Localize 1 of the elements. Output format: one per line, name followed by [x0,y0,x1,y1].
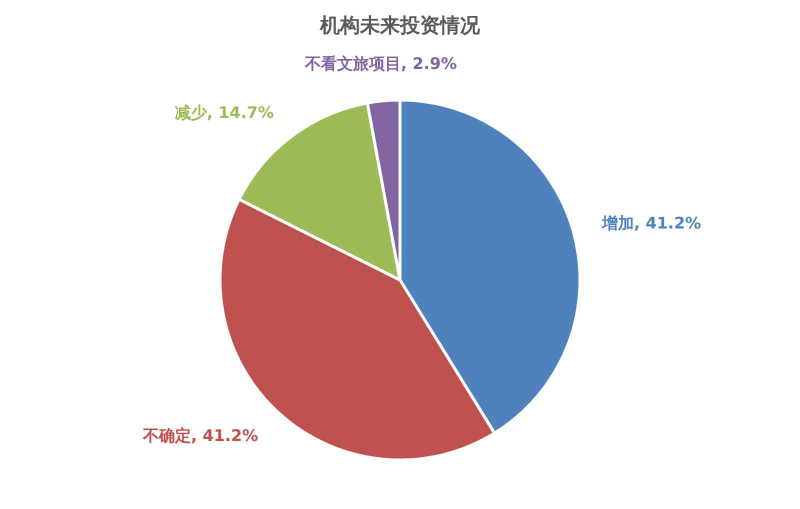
title: 机构未来投资情况 [320,13,480,37]
